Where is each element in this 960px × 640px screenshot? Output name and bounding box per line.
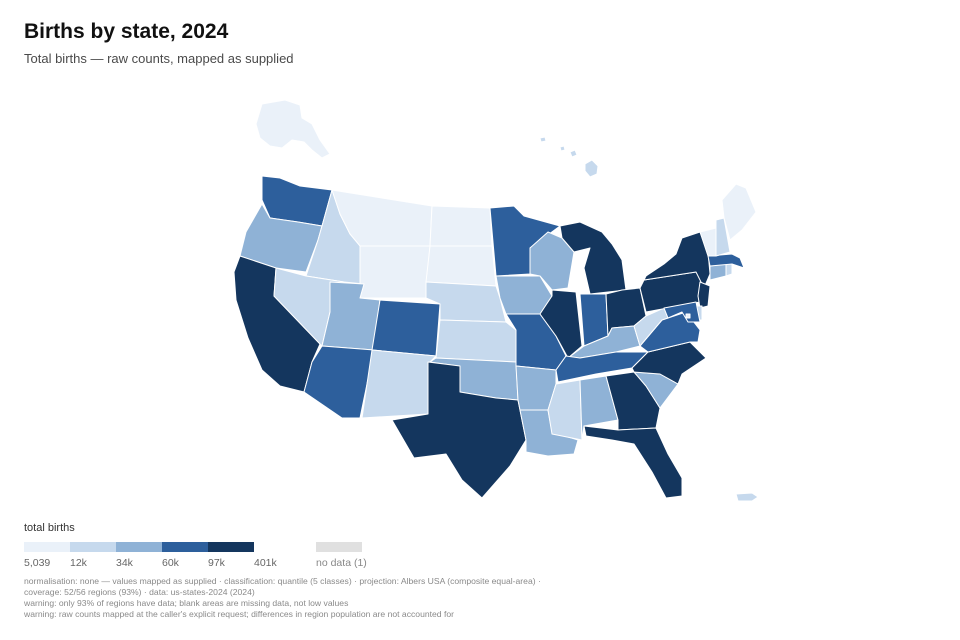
legend-break-label: 401k <box>254 557 277 569</box>
legend-break-label: 12k <box>70 557 87 569</box>
state-me[interactable] <box>721 183 757 241</box>
state-hi[interactable] <box>539 136 599 178</box>
state-nd[interactable] <box>429 205 493 247</box>
state-or[interactable] <box>239 203 323 273</box>
note-line: warning: only 93% of regions have data; … <box>24 598 349 608</box>
state-il[interactable] <box>539 289 583 359</box>
legend-swatch-2 <box>70 542 116 552</box>
state-wi[interactable] <box>529 231 575 291</box>
legend-break-label: 5,039 <box>24 557 51 569</box>
map-title: Births by state, 2024 <box>24 20 229 43</box>
legend-swatch-1 <box>24 542 70 552</box>
legend-break-label: 34k <box>116 557 133 569</box>
state-nh[interactable] <box>715 217 731 257</box>
state-dc[interactable] <box>685 313 691 319</box>
state-co[interactable] <box>371 299 441 357</box>
map-notes: normalisation: none — values mapped as s… <box>24 576 564 620</box>
state-fl[interactable] <box>583 425 683 499</box>
legend-no-data-swatch <box>316 542 362 552</box>
state-tx[interactable] <box>391 361 527 499</box>
state-ma[interactable] <box>707 253 745 269</box>
state-al[interactable] <box>579 375 619 441</box>
state-wy[interactable] <box>359 245 431 299</box>
state-md[interactable] <box>663 301 701 323</box>
legend-swatch-5 <box>208 542 254 552</box>
state-mi[interactable] <box>559 221 627 295</box>
note-line: normalisation: none — values mapped as s… <box>24 576 541 597</box>
legend-break-label: 97k <box>208 557 225 569</box>
legend: 5,039 12k 34k 60k 97k 401k no data (1) <box>24 542 424 572</box>
state-nm[interactable] <box>361 349 437 419</box>
state-pr[interactable] <box>735 492 759 502</box>
legend-no-data-label: no data (1) <box>316 557 367 569</box>
legend-break-label: 60k <box>162 557 179 569</box>
state-sd[interactable] <box>425 245 497 287</box>
state-ct[interactable] <box>709 263 727 281</box>
legend-swatch-4 <box>162 542 208 552</box>
legend-title: total births <box>24 522 75 534</box>
state-nj[interactable] <box>697 281 711 309</box>
state-ms[interactable] <box>547 379 583 441</box>
legend-swatch-3 <box>116 542 162 552</box>
state-ri[interactable] <box>725 263 733 277</box>
state-ks[interactable] <box>435 319 517 363</box>
state-ak[interactable] <box>255 99 331 159</box>
map-subtitle: Total births — raw counts, mapped as sup… <box>24 51 294 66</box>
note-line: warning: raw counts mapped at the caller… <box>24 609 454 619</box>
